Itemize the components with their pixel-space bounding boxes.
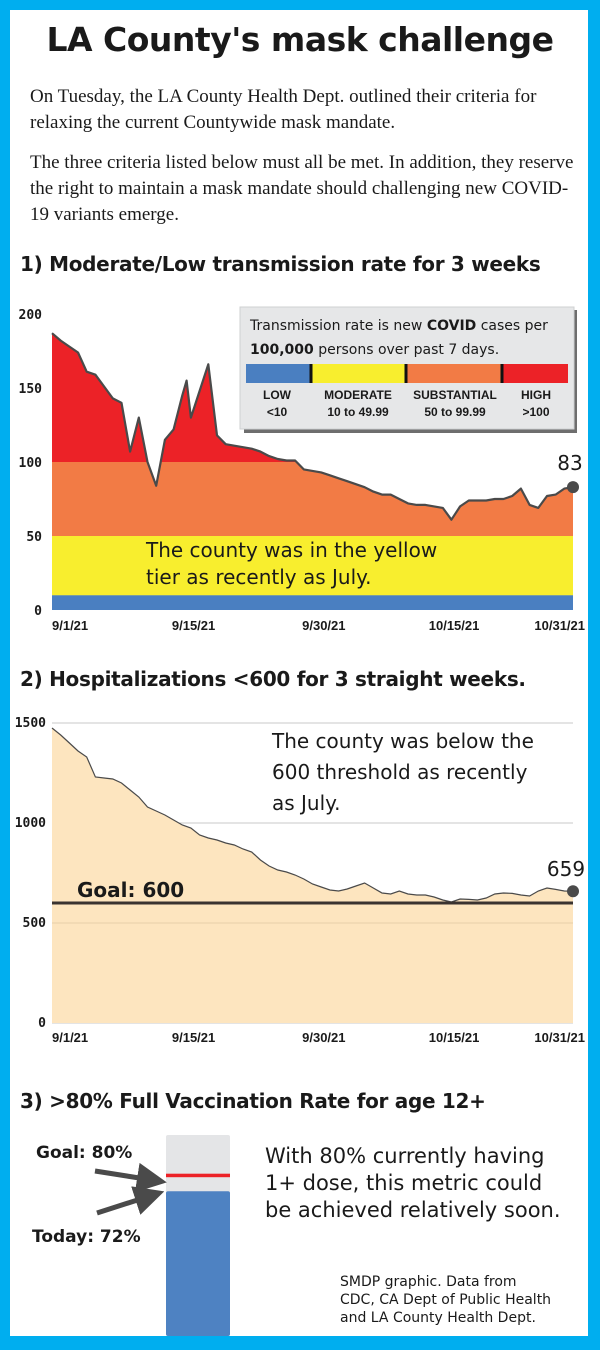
band-moderate [52,536,573,596]
chart1-annotation-line-2: tier as recently as July. [146,565,371,589]
x-tick-label: 9/30/21 [302,1030,345,1045]
section-1-heading: 1) Moderate/Low transmission rate for 3 … [20,252,541,276]
page-title: LA County's mask challenge [46,20,554,59]
transmission-rate-line [51,332,574,521]
section-2-heading: 2) Hospitalizations <600 for 3 straight … [20,667,526,691]
legend-tier-name: HIGH [521,388,551,402]
y-tick-label: 50 [26,530,42,545]
legend-divider [309,364,313,383]
today-72-label: Today: 72% [32,1227,141,1247]
legend-tier-range: 50 to 99.99 [424,405,486,419]
y-tick-label: 1500 [15,716,46,731]
hospitalizations-area [52,728,573,1023]
credit-line-2: CDC, CA Dept of Public Health [340,1292,552,1308]
legend-text-line-2: 100,000 persons over past 7 days. [250,342,499,358]
tier-legend: Transmission rate is new COVID cases per… [239,306,577,433]
chart2-annotation-line-2: 600 threshold as recently [272,760,528,784]
y-tick-label: 200 [19,308,43,323]
hospitalizations-line [51,727,574,903]
transmission-chart: 0 50 100 150 200 9/1/21 9/15/21 9/30/21 10/15/2… [19,306,585,633]
band-low [52,595,573,610]
credit-line-1: SMDP graphic. Data from [340,1274,517,1290]
goal-80-label: Goal: 80% [36,1143,133,1163]
legend-tier-range: <10 [267,405,288,419]
credit-line-3: and LA County Health Dept. [340,1310,536,1326]
y-tick-label: 0 [34,604,42,619]
legend-tier-name: LOW [263,388,292,402]
legend-swatch-moderate [311,364,406,383]
x-tick-label: 9/1/21 [52,618,88,633]
x-tick-label: 9/1/21 [52,1030,88,1045]
legend-divider [404,364,408,383]
intro-paragraph-1: On Tuesday, the LA County Health Dept. o… [30,86,537,133]
goal-arrow [94,1162,167,1193]
legend-tier-range: 10 to 49.99 [327,405,389,419]
section-3-heading: 3) >80% Full Vaccination Rate for age 12… [20,1089,486,1113]
y-tick-label: 100 [19,456,43,471]
goal-label: Goal: 600 [77,878,184,902]
legend-swatch-substantial [406,364,502,383]
chart1-annotation-line-1: The county was in the yellow [145,538,437,562]
transmission-end-point [567,481,579,494]
chart2-annotation-line-1: The county was below the [271,729,534,753]
legend-tier-range: >100 [522,405,549,419]
x-tick-label: 9/30/21 [302,618,345,633]
legend-divider [500,364,504,383]
hospitalizations-end-point [567,885,579,898]
legend-tier-name: SUBSTANTIAL [413,388,497,402]
today-arrow [96,1186,165,1216]
x-tick-label: 10/31/21 [534,618,585,633]
chart1-end-value-label: 83 [557,451,582,475]
chart2-end-value-label: 659 [547,857,585,881]
legend-text-line-1: Transmission rate is new COVID cases per [249,318,548,334]
intro-paragraph-2: The three criteria listed below must all… [30,152,574,225]
chart2-annotation-line-3: as July. [272,791,341,815]
vaccination-note-line-2: 1+ dose, this metric could [265,1171,543,1195]
y-tick-label: 1000 [15,816,46,831]
x-tick-label: 9/15/21 [172,618,215,633]
hospitalizations-chart: 0 500 1000 1500 9/1/21 9/15/21 9/30/21 10/15/2… [15,716,585,1045]
x-tick-label: 10/31/21 [534,1030,585,1045]
legend-swatch-low [246,364,311,383]
x-tick-label: 10/15/21 [429,1030,480,1045]
y-tick-label: 0 [38,1016,46,1031]
vaccination-goal-marker [166,1173,230,1178]
x-tick-label: 10/15/21 [429,618,480,633]
legend-tier-name: MODERATE [324,388,392,402]
source-credit: SMDP graphic. Data from CDC, CA Dept of … [340,1273,585,1327]
y-tick-label: 500 [23,916,47,931]
legend-swatch-high [502,364,568,383]
vaccination-note-line-3: be achieved relatively soon. [265,1198,561,1222]
vaccination-note: With 80% currently having 1+ dose, this … [265,1143,585,1224]
vaccination-note-line-1: With 80% currently having [265,1144,545,1168]
y-tick-label: 150 [19,382,43,397]
vaccination-bar-fill [166,1191,230,1336]
x-tick-label: 9/15/21 [172,1030,215,1045]
vaccination-chart [94,1135,230,1336]
infographic-panel [10,10,588,1336]
